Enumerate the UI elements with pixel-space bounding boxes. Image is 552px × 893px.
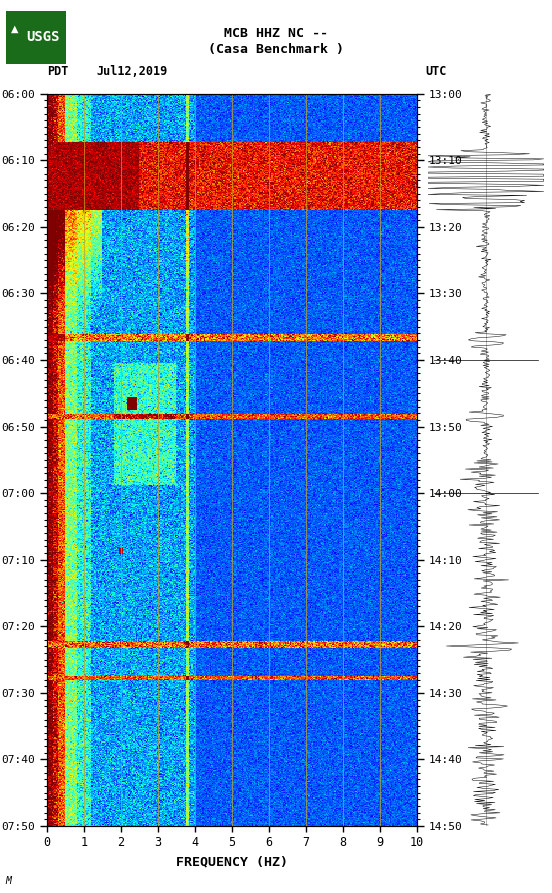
Text: MCB HHZ NC --: MCB HHZ NC --: [224, 27, 328, 39]
Text: PDT: PDT: [47, 65, 68, 78]
Text: Jul12,2019: Jul12,2019: [97, 65, 168, 78]
Text: ▲: ▲: [10, 24, 18, 34]
Text: M: M: [6, 876, 12, 886]
Text: USGS: USGS: [26, 29, 59, 44]
Text: UTC: UTC: [425, 65, 447, 78]
X-axis label: FREQUENCY (HZ): FREQUENCY (HZ): [176, 855, 288, 868]
Text: (Casa Benchmark ): (Casa Benchmark ): [208, 43, 344, 55]
FancyBboxPatch shape: [6, 11, 66, 64]
